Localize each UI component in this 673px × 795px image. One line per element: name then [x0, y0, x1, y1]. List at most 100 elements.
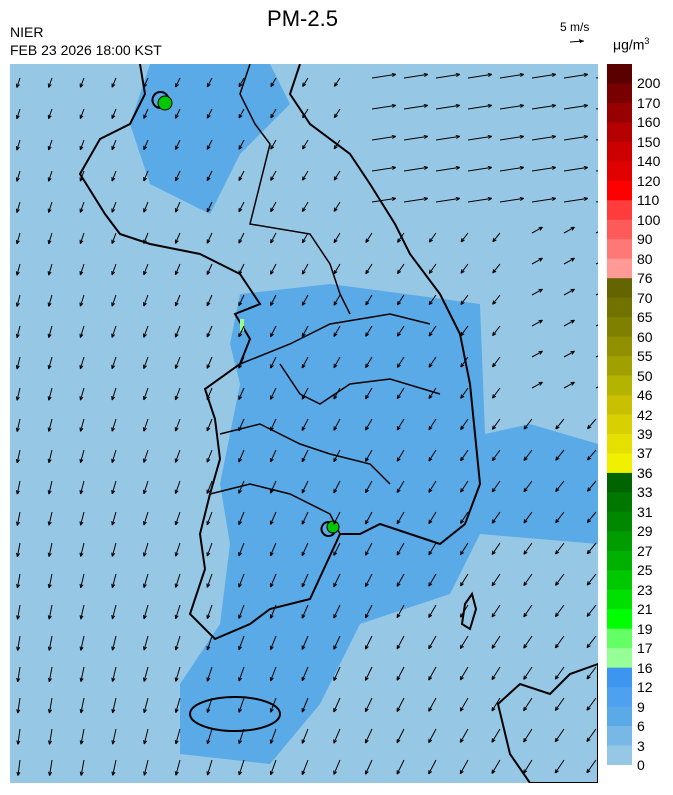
colorbar-segment [607, 180, 632, 201]
wind-arrow [111, 325, 117, 338]
colorbar-segment [607, 258, 632, 279]
wind-arrow [586, 697, 597, 711]
wind-arrow [491, 697, 501, 712]
wind-arrow [403, 134, 428, 141]
colorbar-segment [607, 141, 632, 162]
wind-arrow [174, 170, 181, 182]
wind-arrow [459, 573, 469, 587]
wind-arrow [491, 387, 501, 399]
wind-arrow [563, 103, 588, 110]
wind-arrow [523, 542, 533, 555]
colorbar-segment [607, 102, 632, 123]
wind-arrow [523, 697, 533, 712]
colorbar-label: 19 [637, 620, 653, 637]
wind-arrow [174, 759, 181, 776]
wind-vectors [15, 72, 598, 776]
colorbar-label: 29 [637, 523, 653, 540]
wind-arrow [491, 418, 501, 430]
wind-arrow [595, 231, 598, 234]
wind-arrow [301, 759, 309, 776]
wind-arrow [47, 139, 53, 151]
wind-arrow [491, 635, 501, 649]
wind-arrow [47, 573, 53, 589]
wind-arrow [142, 480, 149, 495]
wind-arrow [111, 542, 117, 557]
wind-arrow [79, 511, 85, 526]
wind-arrow [269, 418, 277, 432]
wind-arrow [79, 294, 85, 307]
wind-arrow [47, 449, 53, 464]
wind-arrow [301, 170, 309, 181]
pm25-map [10, 64, 598, 783]
agency-label: NIER [10, 24, 44, 40]
wind-arrow [491, 480, 501, 493]
wind-arrow [459, 542, 469, 556]
wind-arrow [364, 666, 373, 681]
wind-arrow [111, 108, 117, 119]
wind-arrow [523, 449, 533, 461]
colorbar-segment [607, 278, 632, 299]
wind-arrow [595, 324, 598, 327]
wind-arrow [301, 387, 309, 400]
wind-arrow [270, 139, 277, 150]
colorbar-segment [607, 433, 632, 454]
wind-arrow [555, 418, 565, 430]
wind-arrow [403, 165, 428, 172]
wind-arrow [467, 72, 492, 79]
wind-arrow [365, 325, 373, 337]
wind-arrow [531, 350, 543, 358]
wind-arrow [206, 542, 213, 557]
wind-arrow [563, 196, 588, 203]
wind-arrow [491, 604, 501, 618]
wind-arrow [79, 108, 85, 120]
wind-arrow [365, 294, 373, 306]
colorbar-label: 76 [637, 270, 653, 287]
wind-arrow [238, 604, 245, 619]
wind-arrow [460, 294, 469, 306]
colorbar-segment [607, 648, 632, 669]
wind-arrow [396, 449, 405, 462]
wind-arrow [111, 77, 117, 88]
wind-arrow [270, 170, 277, 181]
wind-arrow [238, 232, 245, 244]
wind-arrow [16, 77, 21, 88]
wind-arrow [586, 635, 597, 649]
wind-arrow [206, 728, 213, 745]
wind-arrow [270, 294, 277, 306]
wind-arrow [301, 139, 309, 150]
wind-arrow [459, 759, 469, 775]
wind-arrow [15, 139, 21, 151]
wind-arrow [396, 759, 405, 775]
wind-arrow [15, 263, 21, 276]
wind-arrow [238, 139, 245, 150]
wind-arrow [333, 759, 341, 775]
colorbar [607, 64, 632, 765]
colorbar-segment [607, 395, 632, 415]
colorbar-label: 6 [637, 718, 645, 735]
wind-arrow [586, 480, 597, 492]
wind-arrow [270, 325, 277, 338]
wind-arrow [79, 418, 85, 432]
colorbar-segment [607, 453, 632, 474]
colorbar-label: 50 [637, 367, 653, 384]
wind-arrow [111, 666, 117, 682]
colorbar-label: 80 [637, 250, 653, 267]
wind-arrow [364, 573, 373, 588]
wind-arrow [301, 728, 309, 744]
wind-arrow [206, 604, 213, 620]
map-title: PM-2.5 [267, 6, 338, 31]
wind-arrow [586, 604, 597, 617]
wind-arrow [364, 511, 373, 525]
wind-arrow [79, 666, 85, 682]
wind-arrow [142, 542, 149, 557]
wind-arrow [523, 480, 533, 493]
wind-arrow [586, 759, 597, 774]
colorbar-segment [607, 628, 632, 649]
colorbar-segment [607, 317, 632, 338]
wind-arrow [302, 108, 309, 119]
wind-arrow [333, 604, 341, 619]
wind-arrow [47, 604, 53, 620]
wind-arrow [333, 573, 341, 588]
wind-arrow [175, 77, 181, 88]
wind-arrow [371, 134, 396, 141]
